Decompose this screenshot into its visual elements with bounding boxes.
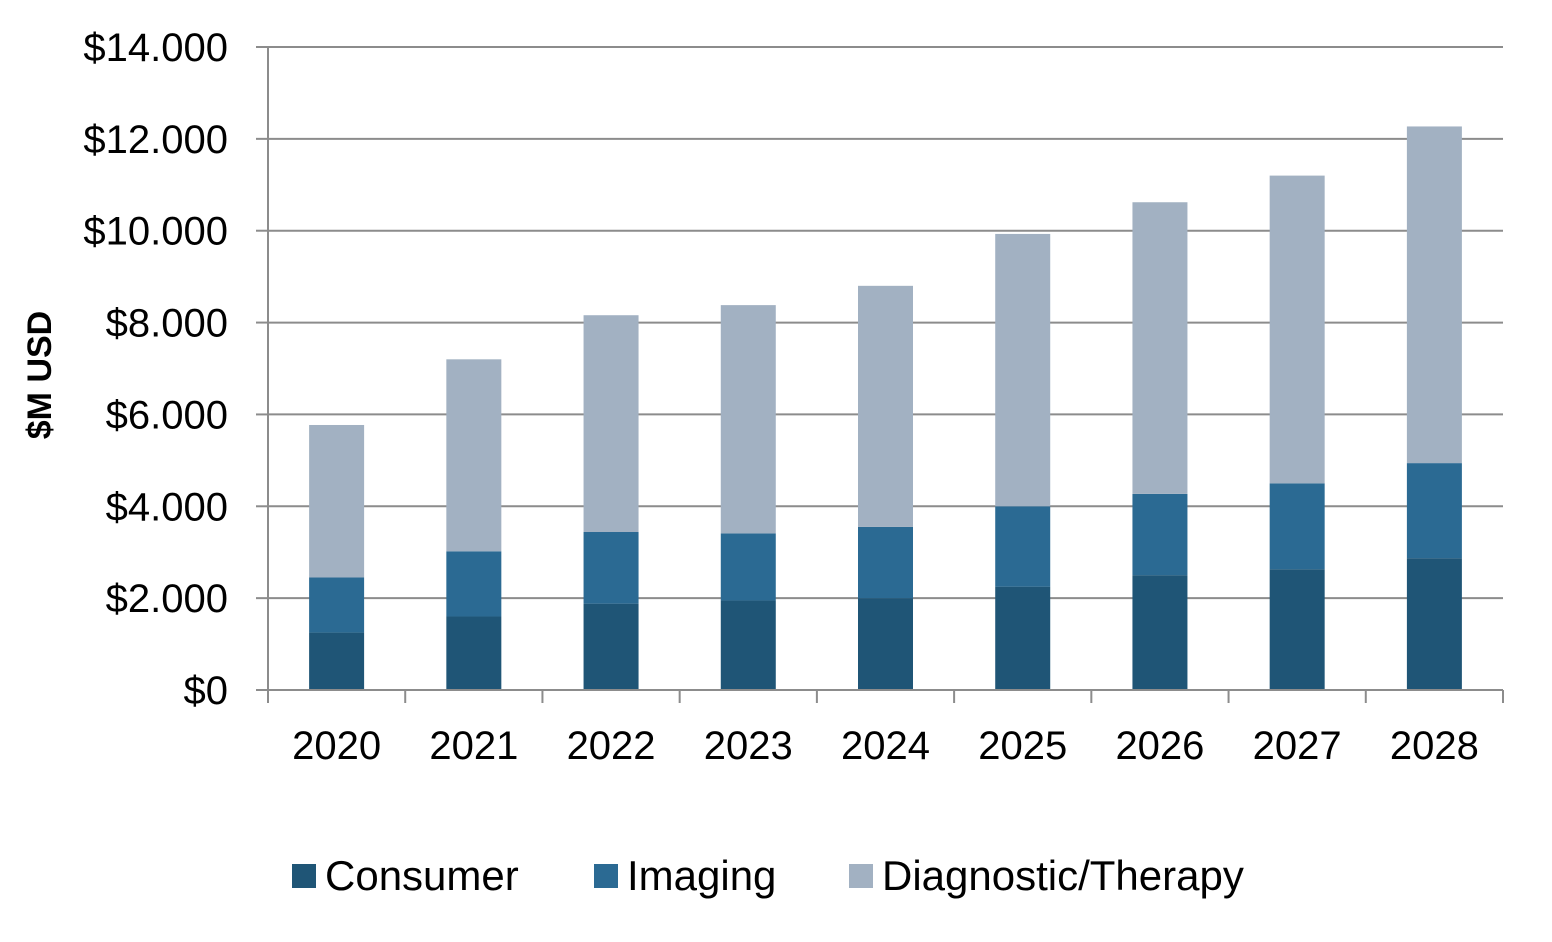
x-tick-label: 2025 bbox=[978, 724, 1067, 768]
x-tick-label: 2027 bbox=[1253, 724, 1342, 768]
bar-imaging-2023 bbox=[720, 533, 776, 601]
legend: Consumer Imaging Diagnostic/Therapy bbox=[292, 852, 1244, 899]
bar-diagnostic-therapy-2022 bbox=[583, 315, 639, 533]
y-tick-label: $0 bbox=[184, 669, 229, 713]
bar-consumer-2020 bbox=[309, 632, 365, 690]
x-tick-label: 2023 bbox=[704, 724, 793, 768]
x-tick-label: 2026 bbox=[1115, 724, 1204, 768]
x-tick-label: 2022 bbox=[567, 724, 656, 768]
x-tick-label: 2024 bbox=[841, 724, 930, 768]
bar-diagnostic-therapy-2024 bbox=[858, 285, 913, 527]
bar-diagnostic-therapy-2026 bbox=[1132, 202, 1188, 494]
bars bbox=[309, 126, 1462, 690]
bar-consumer-2027 bbox=[1269, 569, 1325, 690]
bar-imaging-2024 bbox=[858, 526, 913, 599]
bar-consumer-2021 bbox=[446, 616, 502, 690]
bar-imaging-2028 bbox=[1406, 463, 1462, 559]
y-tick-label: $8.000 bbox=[106, 302, 228, 346]
y-tick-labels: $0 $2.000 $4.000 $6.000 $8.000 $10.000 $12.000… bbox=[83, 26, 228, 713]
y-tick-label: $6.000 bbox=[106, 393, 228, 437]
y-tick-label: $10.000 bbox=[83, 210, 228, 254]
bar-imaging-2020 bbox=[309, 577, 365, 633]
bar-diagnostic-therapy-2028 bbox=[1406, 126, 1462, 464]
bar-consumer-2023 bbox=[720, 600, 776, 690]
y-tick-label: $12.000 bbox=[83, 118, 228, 162]
y-axis-title: $M USD bbox=[21, 311, 59, 439]
legend-swatch-consumer bbox=[292, 864, 316, 888]
bar-imaging-2025 bbox=[995, 506, 1051, 587]
bar-diagnostic-therapy-2020 bbox=[309, 424, 365, 578]
bar-diagnostic-therapy-2023 bbox=[720, 305, 776, 534]
bar-imaging-2021 bbox=[446, 551, 502, 617]
x-tick-labels: 2020 2021 2022 2023 2024 2025 2026 2027 2028 bbox=[292, 724, 1479, 768]
bar-consumer-2028 bbox=[1406, 558, 1462, 690]
legend-label-consumer: Consumer bbox=[325, 852, 519, 899]
bar-consumer-2025 bbox=[995, 586, 1051, 690]
bar-consumer-2022 bbox=[583, 603, 639, 690]
bar-imaging-2026 bbox=[1132, 493, 1188, 576]
bar-diagnostic-therapy-2021 bbox=[446, 359, 502, 552]
legend-label-imaging: Imaging bbox=[627, 852, 776, 899]
bar-consumer-2026 bbox=[1132, 575, 1188, 690]
bar-imaging-2022 bbox=[583, 532, 639, 604]
y-tick-label: $4.000 bbox=[106, 485, 228, 529]
legend-swatch-diagnostic-therapy bbox=[849, 864, 873, 888]
bar-consumer-2024 bbox=[858, 598, 913, 690]
bar-imaging-2027 bbox=[1269, 483, 1325, 570]
legend-label-diagnostic-therapy: Diagnostic/Therapy bbox=[882, 852, 1244, 899]
legend-swatch-imaging bbox=[594, 864, 618, 888]
y-tick-label: $14.000 bbox=[83, 26, 228, 70]
axes bbox=[256, 47, 1504, 703]
x-tick-label: 2028 bbox=[1390, 724, 1479, 768]
x-tick-label: 2021 bbox=[429, 724, 518, 768]
bar-diagnostic-therapy-2025 bbox=[995, 233, 1051, 507]
bar-diagnostic-therapy-2027 bbox=[1269, 175, 1325, 484]
y-tick-label: $2.000 bbox=[106, 577, 228, 621]
x-tick-label: 2020 bbox=[292, 724, 381, 768]
